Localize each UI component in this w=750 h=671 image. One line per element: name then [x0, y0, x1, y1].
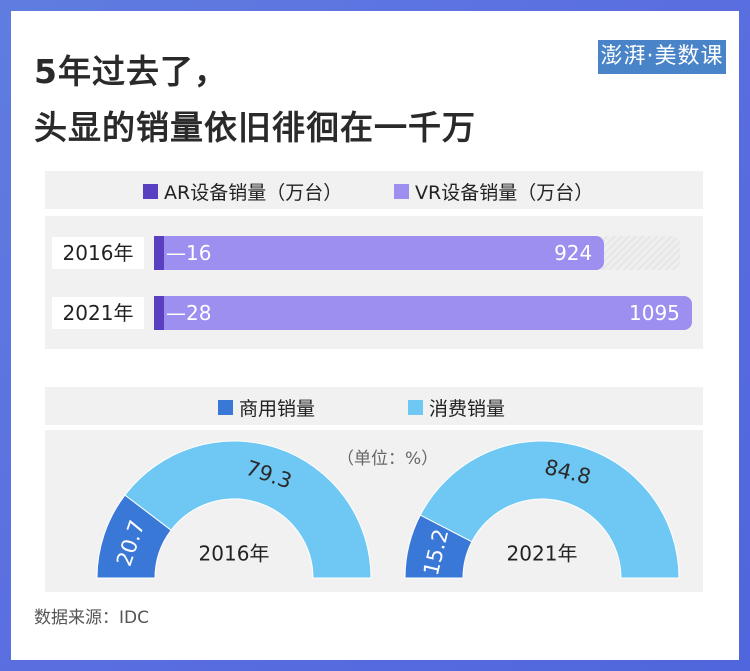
- bar-legend-vr: VR设备销量（万台）: [394, 178, 593, 205]
- commercial-swatch: [218, 400, 233, 415]
- vr-bar: [164, 296, 692, 330]
- publisher-logo: 澎湃·美数课: [598, 40, 726, 74]
- bar-category-label: 2021年: [52, 297, 144, 329]
- consumer-legend-label: 消费销量: [429, 398, 506, 420]
- donut-legend-commercial: 商用销量: [218, 394, 315, 421]
- vr-bar: [164, 236, 605, 270]
- vr-swatch: [394, 184, 409, 199]
- ar-swatch: [143, 184, 158, 199]
- ar-value-label: —28: [166, 301, 212, 325]
- unit-note: （单位：%）: [337, 449, 439, 469]
- bar-legend-ar: AR设备销量（万台）: [143, 178, 342, 205]
- title-line-2: 头显的销量依旧徘徊在一千万: [34, 108, 476, 147]
- vr-value-label: 924: [554, 241, 593, 265]
- ar-bar: [154, 236, 164, 270]
- ar-value-label: —16: [166, 241, 212, 265]
- vr-legend-label: VR设备销量（万台）: [415, 182, 594, 204]
- consumer-swatch: [408, 400, 423, 415]
- bar-category-label: 2016年: [52, 237, 144, 269]
- vr-value-label: 1095: [629, 301, 680, 325]
- ar-bar: [154, 296, 164, 330]
- donut-legend-panel: [45, 387, 703, 425]
- donut-legend-consumer: 消费销量: [408, 394, 505, 421]
- ar-legend-label: AR设备销量（万台）: [164, 182, 343, 204]
- commercial-legend-label: 商用销量: [239, 398, 316, 420]
- title-line-1: 5年过去了，: [34, 52, 228, 91]
- data-source: 数据来源：IDC: [34, 608, 149, 628]
